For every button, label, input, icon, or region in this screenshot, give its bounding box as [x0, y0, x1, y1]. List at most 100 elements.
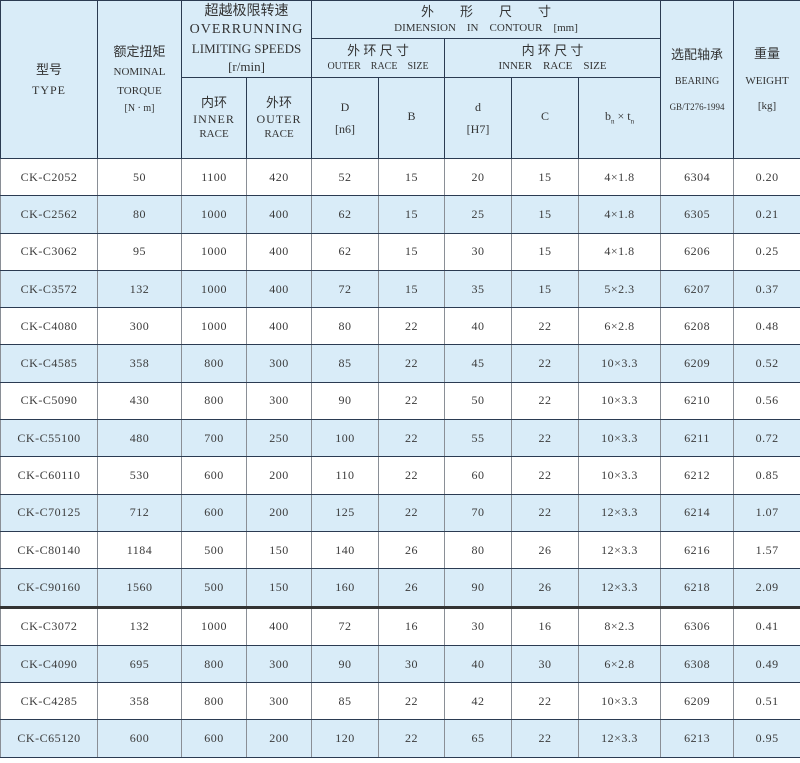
- cell-inner-race-speed: 800: [181, 682, 247, 721]
- table-row: CK-C4090 695 800 300 90 30 40 30 6×2.8 6308 0.49: [0, 644, 800, 684]
- cell-weight: 0.56: [733, 381, 800, 421]
- header-d: d [H7]: [444, 77, 513, 159]
- cell-outer-race-speed: 400: [245, 232, 313, 271]
- cell-C: 22: [511, 381, 580, 421]
- cell-outer-race-speed: 400: [245, 269, 313, 309]
- cell-bearing: 6212: [660, 456, 735, 495]
- table-row: CK-C3572 132 1000 400 72 15 35 15 5×2.3 6207 0.37: [0, 269, 800, 309]
- header-inner-race: 内环 INNER RACE: [181, 77, 247, 159]
- cell-D: 100: [311, 419, 380, 458]
- cell-bn-tn: 5×2.3: [578, 269, 662, 309]
- cell-d: 25: [444, 195, 513, 234]
- header-inner-size: 内 环 尺 寸 INNER RACE SIZE: [444, 38, 662, 78]
- cell-C: 22: [511, 493, 580, 532]
- cell-B: 15: [378, 157, 446, 197]
- cell-type: CK-C4285: [0, 682, 98, 721]
- cell-bearing: 6218: [660, 568, 735, 608]
- b-label: b: [604, 109, 611, 123]
- cell-inner-race-speed: 500: [181, 568, 247, 608]
- table-row: CK-C3072 132 1000 400 72 16 30 16 8×2.3 6306 0.41: [0, 605, 800, 646]
- cell-bearing: 6210: [660, 381, 735, 421]
- header-bearing: 选配轴承 BEARING GB/T276-1994: [660, 0, 735, 159]
- cell-B: 15: [378, 232, 446, 271]
- header-outer-size: 外 环 尺 寸 OUTER RACE SIZE: [311, 38, 446, 78]
- cell-B: 15: [378, 195, 446, 234]
- cell-outer-race-speed: 400: [245, 195, 313, 234]
- table-row: CK-C5090 430 800 300 90 22 50 22 10×3.3 6210 0.56: [0, 381, 800, 421]
- table-row: CK-C70125 712 600 200 125 22 70 22 12×3.3 6214 1.0…: [0, 493, 800, 532]
- cell-C: 15: [511, 195, 580, 234]
- table-row: CK-C3062 95 1000 400 62 15 30 15 4×1.8 6206 0.25: [0, 232, 800, 271]
- cell-B: 22: [378, 456, 446, 495]
- cell-inner-race-speed: 800: [181, 381, 247, 421]
- cell-torque: 50: [97, 157, 182, 197]
- cell-type: CK-C60110: [0, 456, 98, 495]
- cell-C: 22: [511, 419, 580, 458]
- cell-weight: 0.95: [733, 719, 800, 758]
- cell-d: 50: [444, 381, 513, 421]
- cell-outer-race-speed: 150: [245, 568, 313, 608]
- cell-B: 15: [378, 269, 446, 309]
- cell-B: 22: [378, 344, 446, 383]
- header-outer-race: 外环 OUTER RACE: [245, 77, 313, 159]
- header-C: C: [511, 77, 580, 159]
- cell-weight: 1.57: [733, 530, 800, 570]
- cell-type: CK-C55100: [0, 419, 98, 458]
- b-sub: n: [610, 117, 615, 126]
- speed-en1: OVERRUNNING: [189, 22, 304, 38]
- cell-weight: 0.48: [733, 307, 800, 346]
- cell-D: 62: [311, 195, 380, 234]
- table-row: CK-C2052 50 1100 420 52 15 20 15 4×1.8 6304 0.20: [0, 157, 800, 197]
- t-label: t: [627, 109, 631, 123]
- cell-D: 110: [311, 456, 380, 495]
- cell-weight: 0.51: [733, 682, 800, 721]
- speed-en2: LIMITING SPEEDS: [191, 41, 302, 57]
- table-row: CK-C4585 358 800 300 85 22 45 22 10×3.3 6209 0.52: [0, 344, 800, 383]
- cell-type: CK-C2052: [0, 157, 98, 197]
- bearing-cn: 选配轴承: [671, 46, 724, 62]
- cell-torque: 695: [97, 644, 182, 684]
- table-row: CK-C80140 1184 500 150 140 26 80 26 12×3.3 6216 1.…: [0, 530, 800, 570]
- t-sub: n: [630, 117, 635, 126]
- cell-weight: 0.41: [733, 605, 800, 646]
- bearing-en: BEARING: [674, 76, 720, 88]
- cell-outer-race-speed: 300: [245, 344, 313, 383]
- table-row: CK-C55100 480 700 250 100 22 55 22 10×3.3 6211 0.7…: [0, 419, 800, 458]
- cell-inner-race-speed: 600: [181, 719, 247, 758]
- type-cn: 型号: [35, 61, 62, 77]
- cell-inner-race-speed: 800: [181, 344, 247, 383]
- cell-bearing: 6208: [660, 307, 735, 346]
- cell-torque: 1560: [97, 568, 182, 608]
- cell-type: CK-C2562: [0, 195, 98, 234]
- torque-en1: NOMINAL: [113, 65, 166, 78]
- cell-type: CK-C70125: [0, 493, 98, 532]
- cell-D: 90: [311, 381, 380, 421]
- cell-bearing: 6209: [660, 682, 735, 721]
- cell-bn-tn: 10×3.3: [578, 456, 662, 495]
- cell-d: 65: [444, 719, 513, 758]
- cell-outer-race-speed: 200: [245, 719, 313, 758]
- cell-type: CK-C4090: [0, 644, 98, 684]
- cell-D: 80: [311, 307, 380, 346]
- cell-inner-race-speed: 800: [181, 644, 247, 684]
- cell-C: 26: [511, 568, 580, 608]
- cell-bearing: 6216: [660, 530, 735, 570]
- cell-bearing: 6213: [660, 719, 735, 758]
- cell-C: 15: [511, 157, 580, 197]
- cell-type: CK-C90160: [0, 568, 98, 608]
- cell-d: 55: [444, 419, 513, 458]
- cell-inner-race-speed: 1000: [181, 195, 247, 234]
- cell-d: 90: [444, 568, 513, 608]
- cell-torque: 430: [97, 381, 182, 421]
- cell-weight: 0.37: [733, 269, 800, 309]
- cell-weight: 2.09: [733, 568, 800, 608]
- cell-d: 40: [444, 644, 513, 684]
- cell-bn-tn: 10×3.3: [578, 682, 662, 721]
- cell-d: 30: [444, 232, 513, 271]
- cell-bearing: 6304: [660, 157, 735, 197]
- cell-inner-race-speed: 1000: [181, 269, 247, 309]
- cell-inner-race-speed: 600: [181, 493, 247, 532]
- inner-size-en: INNER RACE SIZE: [498, 60, 607, 73]
- cell-B: 30: [378, 644, 446, 684]
